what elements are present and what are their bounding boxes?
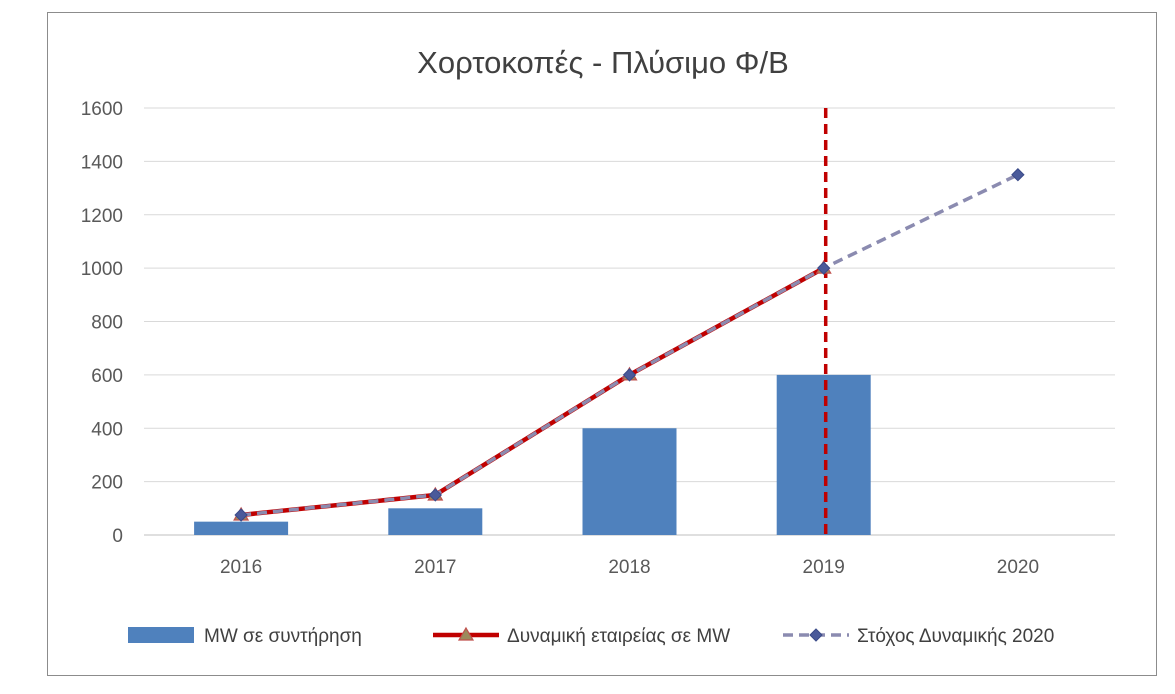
x-tick-label: 2020 <box>997 557 1039 578</box>
bar <box>582 428 677 535</box>
bar <box>776 374 871 535</box>
x-tick-label: 2018 <box>608 557 650 578</box>
y-axis-ticks: 0 200 400 600 800 1000 1200 1400 1600 <box>81 99 123 547</box>
legend-label: Στόχος Δυναμικής 2020 <box>857 626 1054 647</box>
legend-label: MW σε συντήρηση <box>204 626 362 647</box>
x-axis-ticks: 2016 2017 2018 2019 2020 <box>220 557 1039 578</box>
chart: Χορτοκοπές - Πλύσιμο Φ/Β 2016 2017 2018 201… <box>81 45 1115 647</box>
point <box>622 368 637 382</box>
y-tick-label: 600 <box>91 366 123 387</box>
chart-frame: Χορτοκοπές - Πλύσιμο Φ/Β 2016 2017 2018 201… <box>47 12 1157 676</box>
legend-label: Δυναμική εταιρείας σε MW <box>507 626 730 647</box>
grid <box>144 107 1115 536</box>
y-tick-label: 0 <box>112 526 123 547</box>
y-tick-label: 1000 <box>81 259 123 280</box>
legend-swatch <box>128 627 194 643</box>
legend-item: MW σε συντήρηση <box>128 626 362 647</box>
legend-item: Δυναμική εταιρείας σε MW <box>433 626 730 647</box>
legend-marker <box>809 628 823 642</box>
series-lines <box>233 168 1025 522</box>
legend: MW σε συντήρηση Δυναμική εταιρείας σε MW Σ… <box>128 626 1054 647</box>
x-tick-label: 2017 <box>414 557 456 578</box>
series-line <box>240 266 825 518</box>
y-tick-label: 400 <box>91 419 123 440</box>
point <box>1011 168 1025 182</box>
bars <box>194 374 871 535</box>
y-tick-label: 200 <box>91 473 123 494</box>
legend-item: Στόχος Δυναμικής 2020 <box>783 626 1054 647</box>
chart-title: Χορτοκοπές - Πλύσιμο Φ/Β <box>417 45 789 80</box>
bar <box>388 508 483 535</box>
bar <box>194 521 289 535</box>
point <box>428 488 443 502</box>
y-tick-label: 800 <box>91 313 123 334</box>
x-tick-label: 2019 <box>803 557 845 578</box>
x-tick-label: 2016 <box>220 557 262 578</box>
point <box>234 508 248 522</box>
point <box>816 261 831 275</box>
y-tick-label: 1400 <box>81 152 123 173</box>
legend-marker <box>457 626 475 641</box>
y-tick-label: 1200 <box>81 206 123 227</box>
y-tick-label: 1600 <box>81 99 123 120</box>
